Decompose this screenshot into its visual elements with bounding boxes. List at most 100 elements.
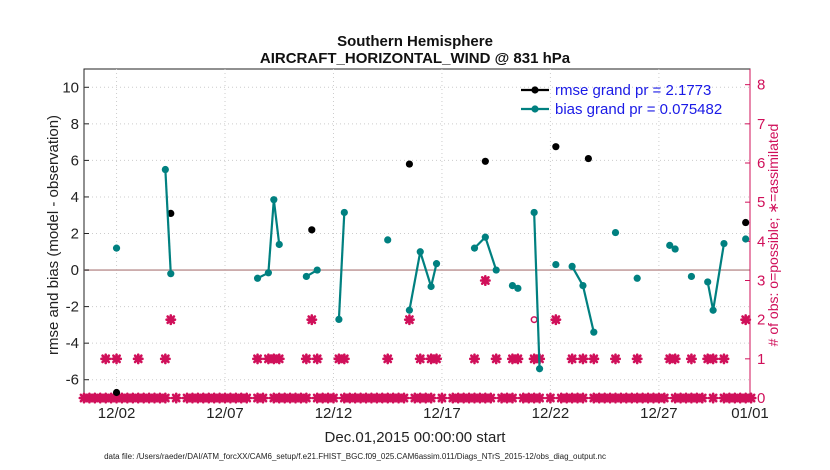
bias-point	[167, 270, 175, 278]
obs-assimilated-marker	[468, 353, 480, 365]
x-tick-label: 12/02	[98, 405, 136, 422]
obs-assimilated-zero-marker	[327, 392, 339, 404]
obs-assimilated-zero-marker	[745, 392, 757, 404]
obs-assimilated-marker	[718, 353, 730, 365]
obs-assimilated-zero-marker	[241, 392, 253, 404]
obs-assimilated-marker	[490, 353, 502, 365]
obs-assimilated-zero-marker	[257, 392, 269, 404]
obs-assimilated-zero-marker	[658, 392, 670, 404]
x-tick-label: 12/07	[206, 405, 244, 422]
y-left-tick-label: 10	[62, 79, 79, 96]
bias-point	[568, 262, 576, 270]
obs-assimilated-zero-marker	[544, 392, 556, 404]
bias-point	[270, 196, 278, 204]
series-segment	[571, 265, 584, 287]
legend-label: bias grand pr = 0.075482	[555, 101, 722, 118]
obs-assimilated-marker	[588, 353, 600, 365]
y-left-tick-label: -4	[66, 335, 79, 352]
rmse-point	[584, 154, 592, 163]
bias-point	[432, 260, 441, 268]
obs-assimilated-marker	[111, 353, 123, 365]
obs-assimilated-marker	[159, 353, 171, 365]
bias-point	[481, 233, 489, 241]
obs-assimilated-marker	[338, 353, 350, 365]
y-right-tick-label: 2	[757, 312, 765, 329]
rmse-point	[742, 218, 750, 227]
legend-marker	[531, 105, 539, 113]
bias-point	[416, 248, 424, 256]
bias-point	[470, 244, 479, 252]
x-tick-label: 12/12	[315, 405, 353, 422]
y-right-tick-label: 1	[757, 351, 765, 368]
x-tick-label: 12/22	[532, 405, 570, 422]
obs-assimilated-marker	[707, 353, 719, 365]
obs-assimilated-zero-marker	[436, 392, 448, 404]
plot-area: -6 -4 -2 0 2 4 6 8 10 0 1 2 3 4 5 6 7 8 12/02 12/07 12/12 12/…	[62, 68, 769, 422]
bias-point	[313, 266, 321, 274]
rmse-point	[552, 143, 560, 151]
bias-point	[530, 208, 538, 217]
obs-assimilated-marker	[311, 353, 323, 365]
obs-assimilated-marker	[685, 353, 697, 365]
y-right-tick-label: 7	[757, 116, 765, 133]
bias-point	[253, 274, 262, 282]
y-right-tick-label: 4	[757, 233, 765, 250]
obs-assimilated-marker	[273, 353, 285, 365]
data-file-footer: data file: /Users/raeder/DAI/ATM_forcXX/…	[104, 452, 606, 461]
y-left-tick-label: 0	[71, 262, 79, 279]
obs-assimilated-marker	[740, 314, 752, 326]
y-left-tick-label: 8	[71, 116, 79, 133]
bias-point	[427, 282, 435, 291]
bias-point	[552, 260, 560, 269]
rmse-point	[112, 388, 121, 397]
y-axis-right-label: # of obs: o=possible; ∗=assimilated	[765, 124, 781, 347]
bias-point	[720, 239, 728, 248]
chart-subtitle: AIRCRAFT_HORIZONTAL_WIND @ 831 hPa	[260, 50, 571, 67]
bias-point	[508, 281, 517, 290]
obs-assimilated-zero-marker	[159, 392, 171, 404]
obs-assimilated-zero-marker	[506, 392, 518, 404]
bias-point	[709, 306, 717, 314]
obs-assimilated-marker	[577, 353, 589, 365]
bias-point	[687, 272, 696, 281]
bias-point	[275, 240, 283, 249]
bias-point	[704, 278, 712, 286]
bias-point	[579, 281, 587, 290]
y-right-tick-label: 0	[757, 390, 765, 407]
bias-point	[590, 328, 598, 336]
y-left-tick-label: -6	[66, 372, 79, 389]
obs-assimilated-marker	[609, 353, 621, 365]
bias-point	[514, 284, 522, 292]
series-segment	[430, 263, 438, 287]
rmse-point	[167, 209, 175, 217]
obs-assimilated-marker	[431, 353, 443, 365]
obs-assimilated-marker	[566, 353, 578, 365]
bias-point	[264, 269, 272, 277]
obs-assimilated-marker	[403, 314, 415, 326]
y-right-tick-label: 5	[757, 194, 765, 211]
x-axis-label: Dec.01,2015 00:00:00 start	[325, 429, 507, 446]
series-segment	[484, 236, 498, 271]
obs-assimilated-marker	[512, 353, 524, 365]
obs-assimilated-marker	[550, 314, 562, 326]
obs-assimilated-zero-marker	[300, 392, 312, 404]
obs-assimilated-marker	[479, 275, 491, 286]
bias-point	[112, 244, 121, 252]
bias-point	[302, 272, 310, 281]
bias-point	[535, 365, 544, 373]
y-right-tick-label: 6	[757, 155, 765, 172]
obs-assimilated-zero-marker	[170, 392, 182, 404]
bias-point	[405, 306, 414, 314]
bias-point	[671, 245, 679, 253]
bias-point	[492, 266, 500, 274]
obs-assimilated-zero-marker	[577, 392, 589, 404]
y-left-tick-label: 4	[71, 189, 79, 206]
bias-point	[335, 315, 343, 324]
obs-assimilated-zero-marker	[707, 392, 719, 404]
rmse-point	[308, 226, 316, 234]
obs-assimilated-marker	[669, 353, 681, 365]
chart-title: Southern Hemisphere	[337, 33, 493, 50]
series-segment	[272, 199, 281, 245]
bias-point	[340, 208, 348, 217]
